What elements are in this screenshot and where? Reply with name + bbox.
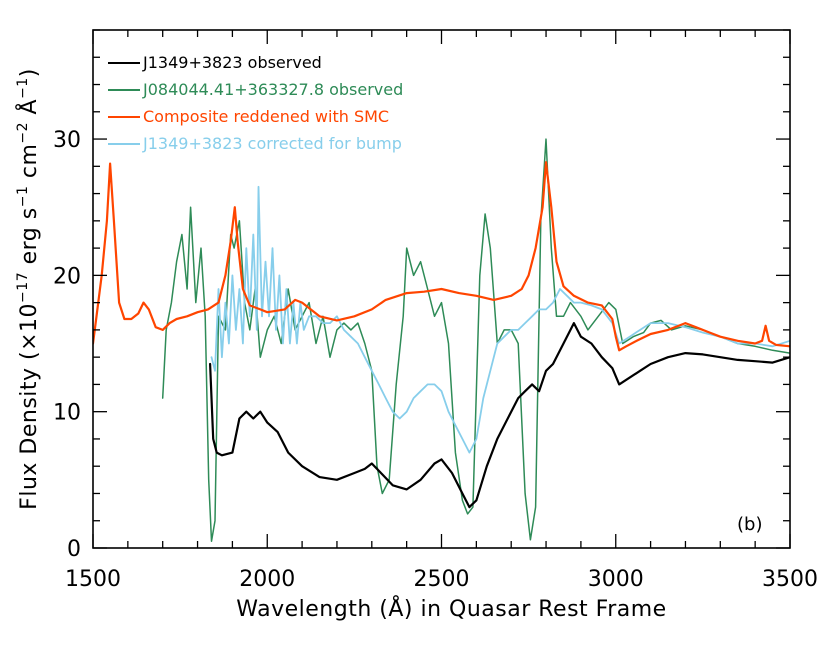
x-tick-label: 2000 <box>239 567 295 592</box>
x-tick-label: 3000 <box>588 567 644 592</box>
ticks-layer: 1500 2000 2500 3000 3500 0 10 20 30 <box>53 29 818 592</box>
x-tick-label: 2500 <box>414 567 470 592</box>
y-tick-label: 30 <box>53 128 81 153</box>
y-tick-label: 10 <box>53 401 81 426</box>
legend-label-3: Composite reddened with SMC <box>143 107 389 126</box>
series-line-4 <box>210 185 790 454</box>
panel-label: (b) <box>737 514 762 535</box>
series-line-1 <box>209 322 790 509</box>
x-tick-label: 3500 <box>762 567 818 592</box>
y-tick-label: 20 <box>53 264 81 289</box>
series-line-2 <box>161 138 790 542</box>
x-axis-title: Wavelength (Å) in Quasar Rest Frame <box>236 595 666 622</box>
legend-label-4: J1349+3823 corrected for bump <box>142 134 402 153</box>
legend-label-1: J1349+3823 observed <box>142 53 322 72</box>
y-axis-title: Flux Density (×10−17 erg s−1 cm−2 Å−1) <box>15 68 42 510</box>
series-layer <box>93 138 790 542</box>
plot-area: 1500 2000 2500 3000 3500 0 10 20 30 <box>53 29 818 592</box>
legend: J1349+3823 observed J084044.41+363327.8 o… <box>108 53 403 153</box>
y-tick-label: 0 <box>67 537 81 562</box>
x-tick-label: 1500 <box>65 567 121 592</box>
legend-label-2: J084044.41+363327.8 observed <box>142 80 403 99</box>
series-line-3 <box>93 161 790 352</box>
